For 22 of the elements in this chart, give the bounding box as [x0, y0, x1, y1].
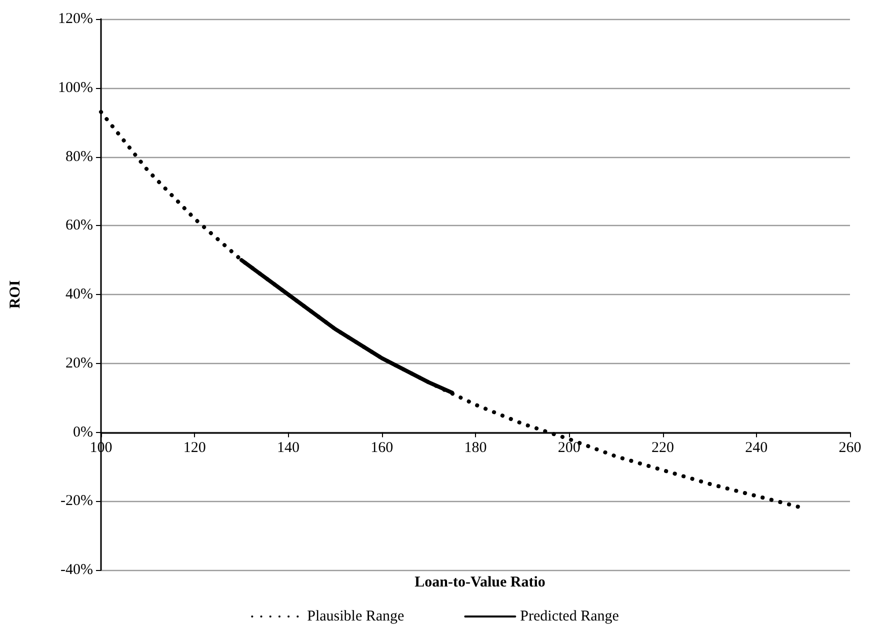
y-tick-label: 80% [66, 148, 93, 165]
x-tick-label: 220 [652, 440, 674, 456]
legend-label: Plausible Range [307, 608, 405, 624]
y-tick-label: -20% [60, 493, 93, 510]
y-tick-label: 60% [66, 218, 93, 234]
y-tick-label: 40% [66, 286, 93, 302]
x-tick-label: 120 [183, 440, 206, 456]
x-tick-label: 180 [464, 440, 487, 456]
x-tick-label: 260 [838, 440, 862, 456]
y-axis-title: ROI [8, 280, 24, 309]
x-tick-label: 240 [745, 440, 768, 456]
line-series [239, 258, 454, 395]
legend-label: Predicted Range [520, 608, 620, 624]
x-axis-title: Loan-to-Value Ratio [414, 574, 546, 590]
y-tick-label: 0% [73, 424, 93, 440]
y-tick-label: 120% [58, 11, 93, 27]
x-tick-label: 140 [277, 440, 300, 456]
x-tick-label: 160 [370, 440, 394, 456]
y-tick-label: 100% [58, 80, 93, 96]
x-tick-label: 200 [558, 440, 580, 456]
y-tick-label: 20% [66, 355, 93, 372]
y-tick-label: -40% [60, 562, 93, 578]
